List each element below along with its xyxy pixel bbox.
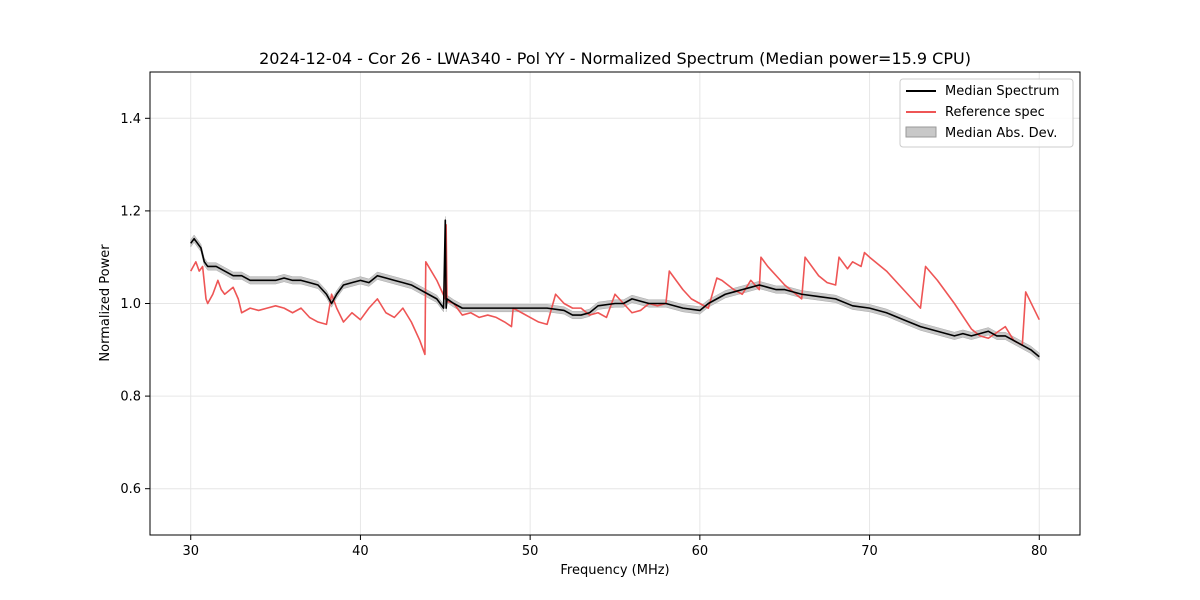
x-tick-label: 70 (861, 544, 878, 559)
x-tick-label: 50 (522, 544, 539, 559)
x-axis-ticks: 30 40 50 60 70 80 (182, 535, 1048, 559)
x-tick-label: 40 (352, 544, 369, 559)
plot-area (190, 216, 1040, 361)
legend: Median Spectrum Reference spec Median Ab… (899, 78, 1074, 148)
reference-spec-line (190, 223, 1040, 356)
legend-box (899, 78, 1074, 148)
y-tick-label: 0.8 (120, 390, 141, 405)
x-tick-label: 80 (1031, 544, 1048, 559)
x-tick-label: 30 (182, 544, 199, 559)
y-tick-label: 1.2 (120, 204, 141, 219)
legend-label-mad: Median Abs. Dev. (945, 126, 1057, 141)
x-tick-label: 60 (692, 544, 709, 559)
y-axis-label: Normalized Power (98, 244, 113, 362)
y-axis-ticks: 0.6 0.8 1.0 1.2 1.4 (120, 112, 150, 497)
chart-title: 2024-12-04 - Cor 26 - LWA340 - Pol YY - … (259, 49, 971, 68)
legend-label-reference-spec: Reference spec (945, 105, 1045, 120)
x-axis-label: Frequency (MHz) (560, 563, 669, 578)
legend-swatch-mad (905, 126, 937, 138)
mad-band (190, 216, 1040, 361)
legend-label-median-spectrum: Median Spectrum (945, 84, 1059, 99)
y-tick-label: 1.0 (120, 297, 141, 312)
y-tick-label: 0.6 (120, 482, 141, 497)
median-spectrum-line (190, 219, 1040, 358)
y-tick-label: 1.4 (120, 112, 141, 127)
